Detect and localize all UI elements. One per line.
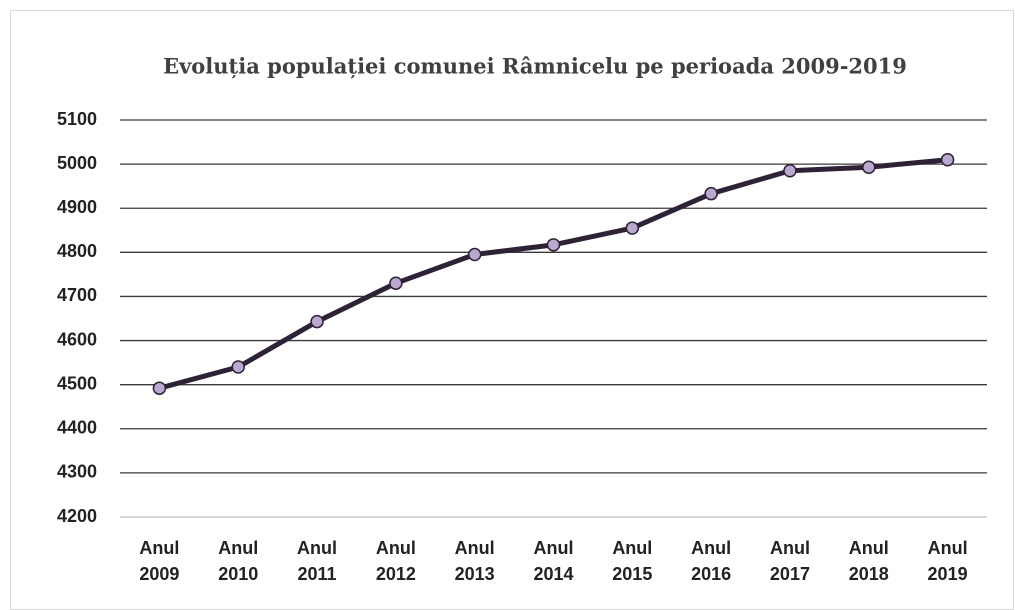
x-tick-label: Anul 2016: [691, 538, 732, 584]
data-point: [467, 247, 482, 262]
y-tick-label: 4900: [57, 197, 97, 217]
x-tick-label: Anul 2009: [139, 538, 180, 584]
y-tick-label: 5100: [57, 109, 97, 129]
data-point: [625, 221, 640, 235]
x-tick-label: Anul 2014: [533, 538, 574, 584]
x-tick-label: Anul 2010: [218, 538, 259, 584]
x-tick-label: Anul 2019: [927, 538, 968, 584]
x-tick-label: Anul 2018: [848, 538, 889, 584]
y-tick-label: 4600: [57, 329, 97, 349]
y-tick-label: 4400: [57, 418, 97, 438]
y-tick-label: 4700: [57, 285, 97, 305]
x-tick-label: Anul 2012: [375, 538, 416, 584]
data-point: [940, 152, 955, 167]
data-point: [546, 238, 561, 252]
data-point: [389, 276, 403, 290]
y-tick-label: 4200: [57, 506, 97, 526]
y-tick-label: 4800: [57, 241, 97, 261]
y-tick-label: 4500: [57, 373, 97, 393]
chart-title: Evoluția populației comunei Râmnicelu pe…: [163, 54, 907, 79]
data-point: [310, 314, 324, 329]
data-line: [158, 157, 948, 391]
data-point: [231, 360, 245, 374]
data-point: [862, 160, 876, 174]
data-point: [152, 381, 167, 395]
y-tick-label: 5000: [57, 153, 97, 173]
data-point: [783, 163, 797, 178]
y-tick-label: 4300: [57, 462, 97, 482]
x-tick-label: Anul 2011: [297, 538, 338, 584]
x-tick-label: Anul 2017: [769, 538, 810, 584]
data-point: [704, 186, 718, 201]
x-tick-label: Anul 2013: [454, 538, 495, 584]
x-tick-label: Anul 2015: [612, 538, 653, 584]
